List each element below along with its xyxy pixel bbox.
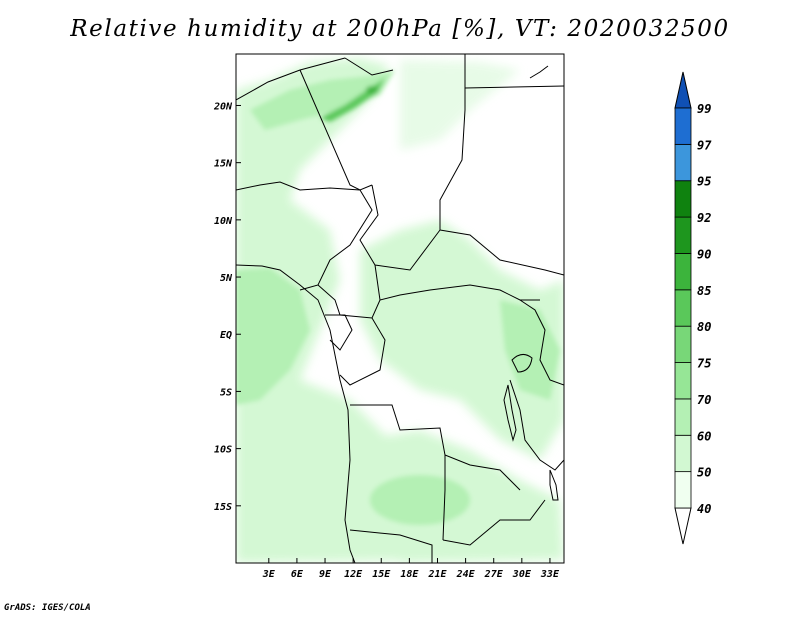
border-libya-chad [344,57,394,76]
lon-tick-label: 33E [540,569,560,580]
lon-tick-label: 15E [372,569,391,580]
border-congo-gabon [325,314,386,386]
colorbar-label: 85 [697,284,711,298]
lon-tick-label: 21E [427,569,447,580]
lon-tick-label: 27E [484,569,504,580]
political-borders [236,54,564,563]
lon-tick-label: 12E [344,569,363,580]
lat-tick-label: 10N [214,216,233,227]
colorbar-label: 70 [697,393,711,407]
lake-tanganyika [503,384,517,442]
grads-credit: GrADS: IGES/COLA [4,603,91,613]
lon-tick-label: 18E [400,569,419,580]
colorbar: 99 97 95 92 90 85 80 75 70 60 50 40 [674,71,712,545]
border-egypt [464,85,564,89]
map-title: Relative humidity at 200hPa [%], VT: 202… [70,16,730,42]
humidity-core-south [370,475,470,525]
colorbar-label: 97 [697,138,712,152]
colorbar-label: 75 [697,357,711,371]
colorbar-segment [674,398,692,436]
colorbar-segment [674,107,692,145]
lat-tick-label: 10S [214,445,232,456]
border-nigeria [236,181,373,291]
humidity-core-east [500,300,560,400]
lat-tick-label: 5N [220,273,233,284]
border-chad-car [359,184,441,271]
humidity-region-central [360,220,564,460]
lon-tick-label: 3E [262,569,276,580]
colorbar-segment [674,434,692,473]
colorbar-segment [674,362,692,400]
humidity-core-north [250,70,395,130]
humidity-maximum-spot [366,86,378,94]
colorbar-segment [674,325,692,363]
colorbar-segment [674,180,692,218]
colorbar-label: 80 [697,320,711,334]
border-niger-chad [299,69,373,191]
red-sea-coast [529,65,549,79]
colorbar-max-triangle [674,71,692,109]
border-chad-sudan [439,54,466,230]
border-uganda-kenya [519,299,564,386]
lon-tick-label: 30E [512,569,532,580]
border-namibia [349,529,433,563]
colorbar-label: 90 [697,247,711,261]
lat-tick-label: 15S [214,502,232,513]
colorbar-segment [674,471,692,509]
colorbar-segment [674,253,692,291]
colorbar-label: 95 [697,175,711,189]
colorbar-min-triangle [674,507,692,545]
humidity-field [236,58,564,563]
lon-tick-label: 6E [291,569,304,580]
colorbar-label: 99 [697,102,711,116]
colorbar-label: 92 [697,211,711,225]
lake-victoria [511,354,533,373]
colorbar-label: 60 [697,429,711,443]
colorbar-segment [674,289,692,327]
colorbar-label: 40 [697,502,711,516]
coastline-west [236,264,356,563]
lat-tick-label: EQ [220,330,232,341]
colorbar-segment [674,143,692,182]
border-cameroon [317,264,381,319]
humidity-core-coast [236,268,310,405]
colorbar-segment [674,216,692,254]
border-drc-angola [350,404,521,491]
lat-tick-label: 5S [220,387,232,398]
border-niger-libya [236,57,346,101]
lon-tick-label: 9E [319,569,332,580]
border-angola-zambia [442,455,446,541]
lat-tick-label: 15N [214,159,233,170]
lake-malawi [549,469,559,501]
border-sudan-south [439,229,564,276]
longitude-axis: 3E 6E 9E 12E 15E 18E 21E 24E 27E 30E 33E [262,558,560,580]
latitude-axis: 20N 15N 10N 5N EQ 5S 10S 15S [213,101,241,513]
humidity-region-northeast [400,60,520,150]
humidity-region-west [236,58,470,563]
map-frame [235,53,565,564]
lat-tick-label: 20N [213,101,233,112]
lon-tick-label: 24E [456,569,476,580]
border-tanzania [509,379,564,471]
colorbar-label: 50 [697,466,711,480]
border-zambia-south [442,499,546,546]
